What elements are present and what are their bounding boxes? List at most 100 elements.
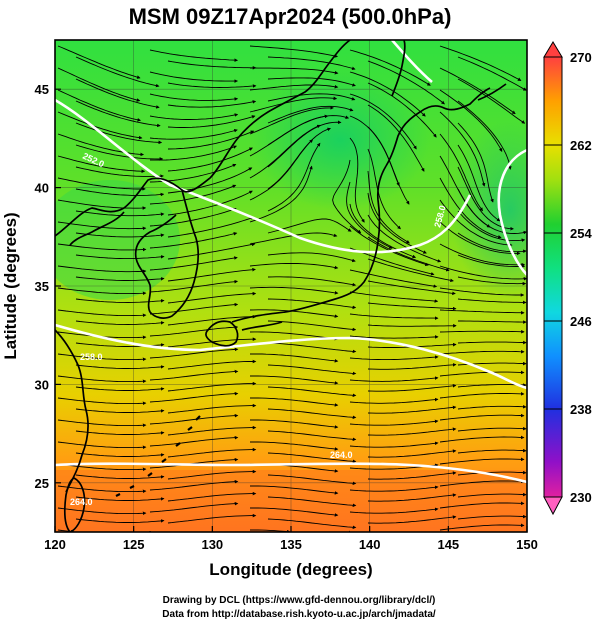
contour-252-east bbox=[497, 148, 527, 276]
streamline bbox=[167, 447, 257, 458]
contours bbox=[55, 40, 527, 484]
streamline bbox=[367, 405, 457, 414]
streamline bbox=[149, 501, 239, 513]
streamline bbox=[57, 89, 142, 122]
streamline bbox=[75, 496, 165, 501]
streamline bbox=[250, 353, 339, 363]
streamline bbox=[367, 82, 437, 138]
contour-label: 258.0 bbox=[80, 352, 103, 362]
streamline bbox=[457, 122, 494, 203]
streamline bbox=[367, 170, 410, 244]
plot-area bbox=[55, 40, 527, 532]
x-tick-label: 120 bbox=[44, 537, 66, 552]
x-axis-ticks: 120 125 130 135 140 145 150 bbox=[44, 526, 538, 552]
streamline bbox=[349, 397, 439, 404]
streamline bbox=[457, 298, 527, 305]
colorbar-min-arrow bbox=[543, 496, 563, 516]
streamline bbox=[439, 435, 525, 443]
green-patch bbox=[55, 180, 180, 300]
streamline bbox=[149, 279, 239, 293]
streamline bbox=[149, 113, 239, 120]
streamline bbox=[75, 320, 165, 325]
y-tick-label: 45 bbox=[35, 82, 49, 97]
credit-data: Data from http://database.rish.kyoto-u.a… bbox=[162, 609, 436, 620]
streamline bbox=[57, 133, 145, 157]
streamline bbox=[267, 430, 357, 442]
streamline bbox=[349, 71, 426, 117]
contour-258 bbox=[55, 323, 527, 390]
streamline bbox=[349, 269, 438, 288]
streamline bbox=[167, 242, 256, 260]
streamline bbox=[267, 56, 356, 71]
streamline bbox=[457, 276, 527, 286]
x-tick-label: 135 bbox=[280, 537, 302, 552]
streamline bbox=[367, 280, 456, 296]
streamline bbox=[57, 67, 141, 102]
streamline bbox=[167, 216, 255, 238]
x-tick-label: 150 bbox=[516, 537, 538, 552]
colorbar-tick-label: 262 bbox=[570, 138, 592, 153]
streamline bbox=[439, 287, 525, 297]
x-axis-label: Longitude (degrees) bbox=[209, 560, 372, 579]
streamline bbox=[457, 514, 527, 520]
streamline bbox=[57, 309, 147, 318]
streamline bbox=[349, 313, 439, 320]
streamline bbox=[457, 448, 527, 454]
streamline bbox=[267, 364, 357, 376]
streamline bbox=[75, 452, 165, 457]
streamline bbox=[267, 93, 356, 102]
streamline bbox=[149, 369, 239, 381]
streamline bbox=[349, 441, 439, 448]
streamline bbox=[250, 375, 339, 385]
streamline bbox=[167, 381, 257, 392]
streamline bbox=[439, 133, 483, 212]
hokkaido-coast bbox=[385, 87, 491, 167]
streamline bbox=[457, 254, 526, 269]
y-axis-label: Latitude (degrees) bbox=[1, 212, 20, 359]
streamline bbox=[167, 115, 256, 128]
streamline bbox=[267, 474, 357, 486]
streamline bbox=[439, 265, 527, 281]
contour-252 bbox=[55, 98, 472, 254]
streamline bbox=[457, 404, 527, 410]
streamline bbox=[367, 363, 457, 370]
colorbar-max-arrow bbox=[543, 41, 563, 58]
streamline bbox=[149, 71, 239, 83]
honshu-coast bbox=[231, 165, 387, 323]
colorbar-tick-label: 270 bbox=[570, 50, 592, 65]
streamline bbox=[439, 370, 525, 377]
streamline bbox=[267, 142, 321, 212]
streamline bbox=[267, 408, 357, 420]
streamline bbox=[367, 214, 442, 263]
contour-label: 264.0 bbox=[330, 450, 353, 460]
y-axis-ticks: 25 30 35 40 45 bbox=[35, 82, 61, 491]
colorbar-tick-label: 254 bbox=[570, 226, 592, 241]
contour-north bbox=[391, 40, 433, 83]
streamline bbox=[367, 449, 457, 458]
streamline bbox=[349, 376, 439, 382]
streamline bbox=[167, 147, 253, 172]
streamline bbox=[149, 391, 239, 403]
kyushu-coast bbox=[205, 320, 239, 347]
colorbar: 270 262 254 246 238 230 bbox=[543, 41, 592, 516]
streamline bbox=[249, 96, 338, 113]
streamline bbox=[267, 518, 357, 530]
streamline bbox=[75, 232, 165, 238]
streamline bbox=[149, 128, 238, 140]
ryukyu-islands bbox=[115, 415, 201, 497]
streamline bbox=[75, 144, 164, 161]
streamline bbox=[75, 276, 165, 281]
streamline bbox=[267, 105, 354, 124]
streamline bbox=[457, 166, 514, 231]
streamline bbox=[57, 45, 141, 79]
streamline bbox=[439, 501, 525, 509]
streamline bbox=[249, 106, 334, 135]
streamline bbox=[367, 384, 457, 392]
streamline bbox=[439, 413, 525, 421]
bay-coast bbox=[69, 211, 125, 246]
streamline bbox=[149, 413, 239, 425]
streamline bbox=[75, 166, 164, 178]
streamline bbox=[250, 507, 339, 517]
streamline bbox=[167, 100, 257, 108]
streamline bbox=[249, 114, 329, 157]
